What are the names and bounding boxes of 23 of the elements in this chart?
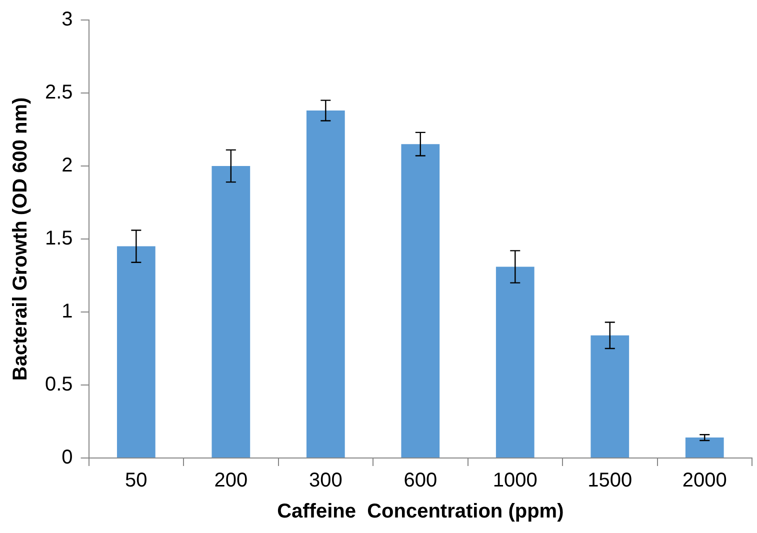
y-tick-label: 0	[62, 446, 73, 469]
x-tick-label: 600	[404, 470, 438, 492]
x-tick-label: 50	[125, 470, 148, 492]
y-tick-label: 3	[62, 8, 73, 31]
x-axis-title: Caffeine Concentration (ppm)	[277, 500, 564, 523]
bar	[496, 266, 534, 458]
bar	[116, 246, 156, 458]
y-tick-label: 2	[62, 154, 73, 177]
bar	[685, 438, 724, 458]
bar	[212, 166, 250, 458]
y-tick-label: 2.5	[44, 82, 73, 104]
x-tick-label: 300	[308, 470, 342, 492]
x-tick-label: 2000	[682, 470, 727, 492]
y-axis-title: Bacterail Growth (OD 600 nm)	[10, 97, 32, 381]
x-tick-label: 200	[214, 470, 248, 492]
x-tick-label: 1000	[492, 470, 538, 492]
y-tick-label: 1.5	[44, 228, 73, 250]
bar	[306, 110, 345, 458]
y-tick-label: 0.5	[44, 374, 73, 396]
bar	[590, 335, 630, 458]
bar	[401, 144, 440, 458]
x-tick-label: 1500	[588, 470, 632, 492]
y-tick-label: 1	[62, 300, 73, 323]
